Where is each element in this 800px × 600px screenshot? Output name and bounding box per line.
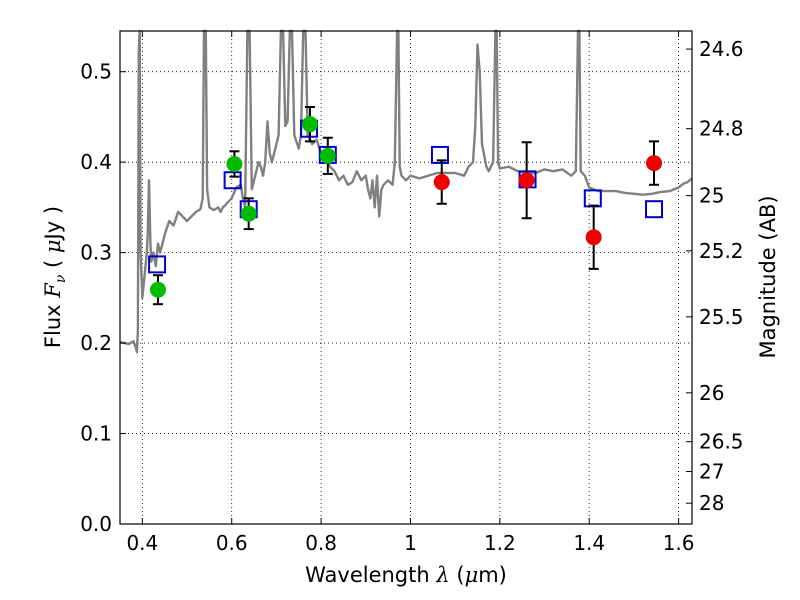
data-point xyxy=(240,205,257,222)
y2-tick-label: 25 xyxy=(699,184,724,208)
data-point xyxy=(518,172,535,189)
y2-axis-title: Magnitude (AB) xyxy=(756,195,780,358)
y-tick-label: 0.5 xyxy=(80,60,112,84)
tick-labels: 0.4 0.6 0.8 1 1.2 1.4 1.6 0.0 0.1 0.2 0.3 0.4 0.5 24.… xyxy=(80,37,743,555)
model-square-marker xyxy=(148,255,167,274)
x-tick-label: 0.4 xyxy=(126,531,158,555)
spectrum-line xyxy=(119,29,693,354)
x-tick-label: 1.4 xyxy=(573,531,605,555)
y2-tick-label: 27 xyxy=(699,460,724,484)
y-tick-label: 0.1 xyxy=(80,422,112,446)
model-square-marker xyxy=(583,189,602,208)
y2-tick-label: 24.8 xyxy=(699,117,744,141)
x-tick-label: 0.8 xyxy=(305,531,337,555)
y-axis-title: Flux Fν ( μJy ) xyxy=(41,206,69,348)
marker-layer xyxy=(148,105,664,306)
y2-tick-label: 26.5 xyxy=(699,430,744,454)
model-square-marker xyxy=(645,200,664,219)
data-point xyxy=(226,155,243,172)
y2-tick-label: 24.6 xyxy=(699,37,744,61)
x-tick-label: 1.6 xyxy=(663,531,695,555)
data-point xyxy=(149,281,166,298)
y2-tick-label: 26 xyxy=(699,381,724,405)
y-tick-label: 0.2 xyxy=(80,331,112,355)
y-tick-label: 0.0 xyxy=(80,512,112,536)
ticks xyxy=(120,31,692,525)
model-square-marker xyxy=(430,145,449,164)
data-point xyxy=(646,155,663,172)
y2-tick-label: 28 xyxy=(699,491,724,515)
y2-tick-label: 25.2 xyxy=(699,239,744,263)
model-square-marker xyxy=(223,171,242,190)
x-axis-title: Wavelength λ (μm) xyxy=(305,563,507,587)
data-point xyxy=(433,174,450,191)
data-point xyxy=(301,116,318,133)
y-tick-label: 0.3 xyxy=(80,241,112,265)
data-point xyxy=(319,147,336,164)
y-tick-label: 0.4 xyxy=(80,150,112,174)
data-point xyxy=(585,229,602,246)
x-tick-label: 1 xyxy=(404,531,417,555)
x-tick-label: 1.2 xyxy=(484,531,516,555)
x-tick-label: 0.6 xyxy=(216,531,248,555)
plot-frame xyxy=(119,30,693,525)
spectrum-layer xyxy=(119,29,693,354)
y2-tick-label: 25.5 xyxy=(699,305,744,329)
